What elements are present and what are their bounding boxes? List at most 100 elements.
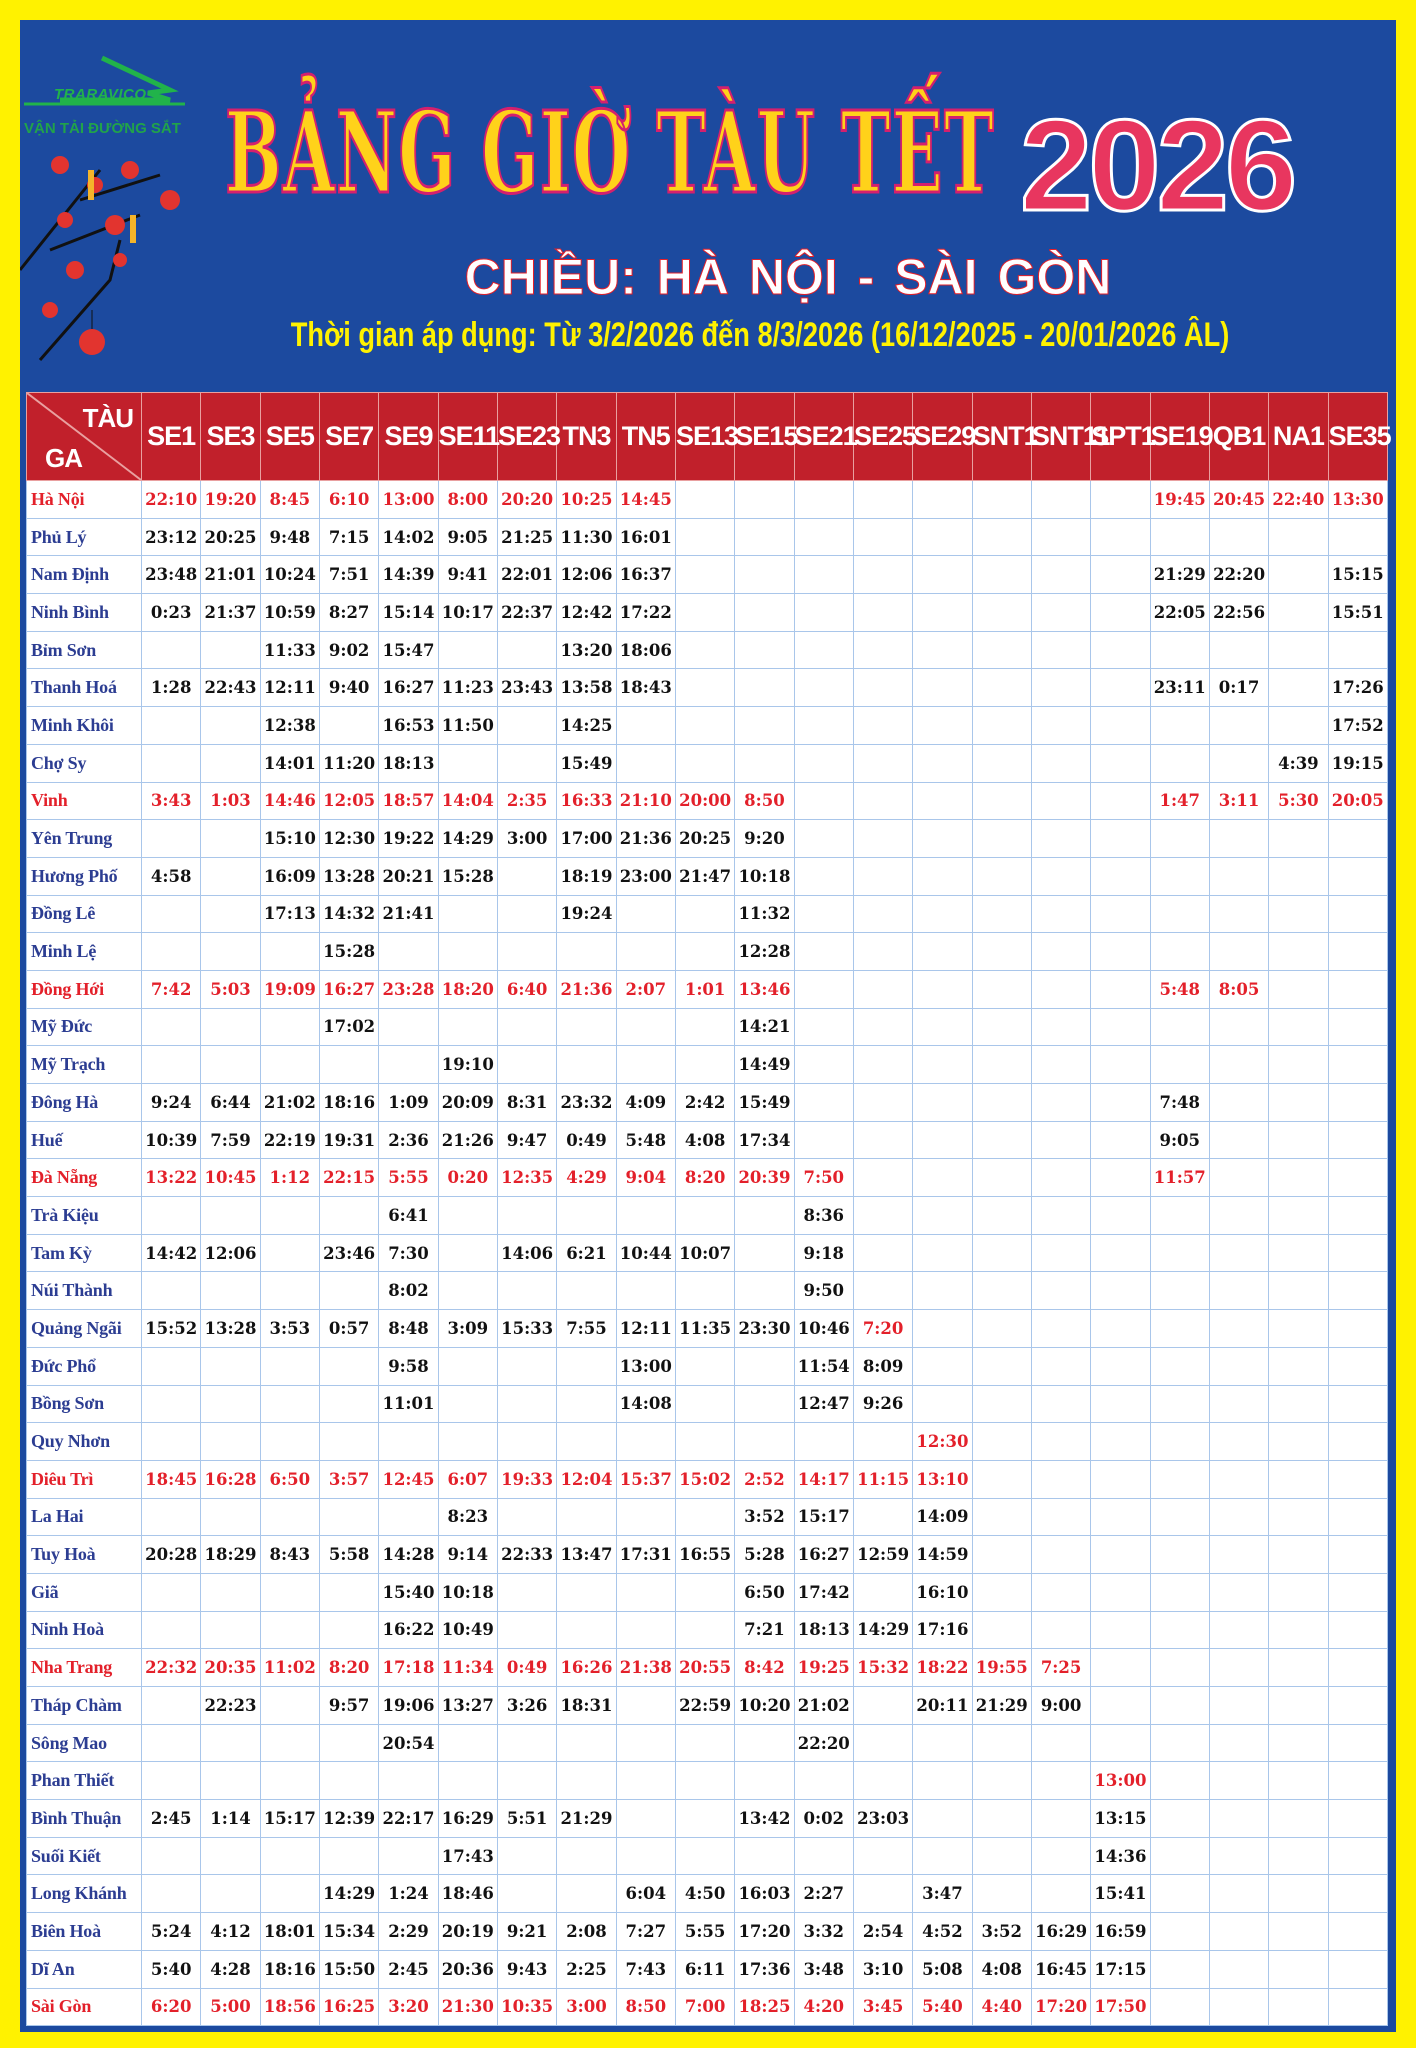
time-cell: 3:52 bbox=[734, 1497, 795, 1537]
time-cell: 22:33 bbox=[496, 1535, 558, 1574]
logo-brand: TRARAVICO bbox=[54, 86, 147, 103]
time-cell: 23:46 bbox=[318, 1233, 380, 1273]
time-cell: 17:20 bbox=[734, 1912, 795, 1951]
time-cell: 3:11 bbox=[1208, 781, 1270, 821]
time-cell bbox=[200, 1610, 261, 1650]
time-cell bbox=[852, 1497, 914, 1537]
time-cell bbox=[259, 1346, 320, 1386]
station-name: Ninh Bình bbox=[26, 593, 142, 632]
time-cell: 21:01 bbox=[200, 555, 261, 595]
time-cell bbox=[378, 1761, 439, 1801]
train-header-se13: SE13 bbox=[674, 392, 739, 481]
time-cell bbox=[1208, 1384, 1270, 1424]
time-cell bbox=[852, 1271, 914, 1311]
time-cell bbox=[734, 1271, 795, 1311]
time-cell bbox=[793, 668, 854, 708]
time-cell: 2:45 bbox=[140, 1799, 202, 1838]
time-cell bbox=[1208, 819, 1270, 858]
time-cell: 16:53 bbox=[378, 706, 439, 745]
time-cell: 14:06 bbox=[496, 1233, 558, 1273]
time-cell: 9:50 bbox=[793, 1271, 854, 1311]
time-cell: 21:41 bbox=[378, 894, 439, 934]
station-name: Vinh bbox=[26, 781, 142, 821]
time-cell bbox=[852, 1083, 914, 1122]
train-header-na1: NA1 bbox=[1268, 392, 1329, 481]
time-cell: 22:37 bbox=[496, 593, 558, 632]
time-cell bbox=[1030, 1271, 1092, 1311]
time-cell: 13:58 bbox=[556, 668, 617, 708]
time-cell: 21:29 bbox=[971, 1686, 1032, 1725]
time-cell bbox=[378, 1497, 439, 1537]
time-cell bbox=[496, 743, 558, 783]
time-cell bbox=[734, 1384, 795, 1424]
station-row: Giã 15:40 10:18 6:50 17:42 16:10 bbox=[26, 1572, 1388, 1612]
train-header-se19: SE19 bbox=[1149, 392, 1214, 481]
time-cell bbox=[852, 706, 914, 745]
time-cell: 14:46 bbox=[259, 781, 320, 821]
time-cell: 20:11 bbox=[912, 1686, 973, 1725]
time-cell bbox=[200, 932, 261, 971]
time-cell bbox=[1268, 1083, 1329, 1122]
time-cell bbox=[912, 668, 973, 708]
time-cell bbox=[674, 743, 736, 783]
time-cell bbox=[912, 517, 973, 557]
time-cell bbox=[1090, 517, 1151, 557]
station-row: Ninh Bình 0:23 21:37 10:59 8:27 15:14 10:17 22:… bbox=[26, 593, 1388, 632]
time-cell: 15:49 bbox=[734, 1083, 795, 1122]
time-cell bbox=[852, 1422, 914, 1461]
time-cell bbox=[1030, 706, 1092, 745]
station-name: Tam Kỳ bbox=[26, 1233, 142, 1273]
time-cell bbox=[140, 1723, 202, 1763]
time-cell: 20:21 bbox=[378, 856, 439, 896]
time-cell: 21:02 bbox=[793, 1686, 854, 1725]
time-cell bbox=[1268, 1874, 1329, 1914]
time-cell bbox=[1208, 1459, 1270, 1499]
time-cell: 12:05 bbox=[318, 781, 380, 821]
time-cell bbox=[318, 1422, 380, 1461]
time-cell bbox=[912, 555, 973, 595]
time-cell bbox=[1090, 1233, 1151, 1273]
time-cell bbox=[1030, 480, 1092, 519]
time-cell bbox=[674, 1007, 736, 1047]
time-cell bbox=[437, 1233, 498, 1273]
diagonal-divider bbox=[27, 393, 141, 480]
time-cell: 11:57 bbox=[1149, 1158, 1210, 1198]
time-cell: 16:03 bbox=[734, 1874, 795, 1914]
time-cell bbox=[1268, 555, 1329, 595]
time-cell bbox=[140, 1497, 202, 1537]
time-cell: 4:20 bbox=[793, 1987, 854, 2027]
time-cell bbox=[1268, 1572, 1329, 1612]
time-cell: 16:25 bbox=[318, 1987, 380, 2027]
time-cell bbox=[971, 1572, 1032, 1612]
time-cell bbox=[1149, 1384, 1210, 1424]
time-cell bbox=[1327, 1836, 1388, 1876]
time-cell bbox=[734, 706, 795, 745]
time-cell: 6:04 bbox=[615, 1874, 676, 1914]
time-cell: 12:11 bbox=[615, 1309, 676, 1348]
time-cell bbox=[793, 969, 854, 1009]
time-cell: 3:53 bbox=[259, 1309, 320, 1348]
time-cell: 14:01 bbox=[259, 743, 320, 783]
time-cell: 17:13 bbox=[259, 894, 320, 934]
time-cell bbox=[971, 1610, 1032, 1650]
time-cell bbox=[912, 932, 973, 971]
time-cell bbox=[852, 743, 914, 783]
train-header-se11: SE11 bbox=[437, 392, 500, 481]
time-cell: 0:20 bbox=[437, 1158, 498, 1198]
time-cell bbox=[674, 894, 736, 934]
time-cell bbox=[674, 1610, 736, 1650]
time-cell bbox=[318, 706, 380, 745]
time-cell: 3:43 bbox=[140, 781, 202, 821]
train-header-se35: SE35 bbox=[1327, 392, 1392, 481]
time-cell bbox=[615, 1007, 676, 1047]
time-cell bbox=[140, 1874, 202, 1914]
time-cell: 6:50 bbox=[259, 1459, 320, 1499]
time-cell bbox=[437, 1384, 498, 1424]
station-row: Núi Thành 8:02 9:50 bbox=[26, 1271, 1388, 1311]
corner-header: TÀU GA bbox=[26, 392, 142, 481]
time-cell: 12:30 bbox=[318, 819, 380, 858]
time-cell bbox=[556, 1723, 617, 1763]
time-cell bbox=[378, 1422, 439, 1461]
time-cell: 17:02 bbox=[318, 1007, 380, 1047]
time-cell bbox=[556, 1874, 617, 1914]
